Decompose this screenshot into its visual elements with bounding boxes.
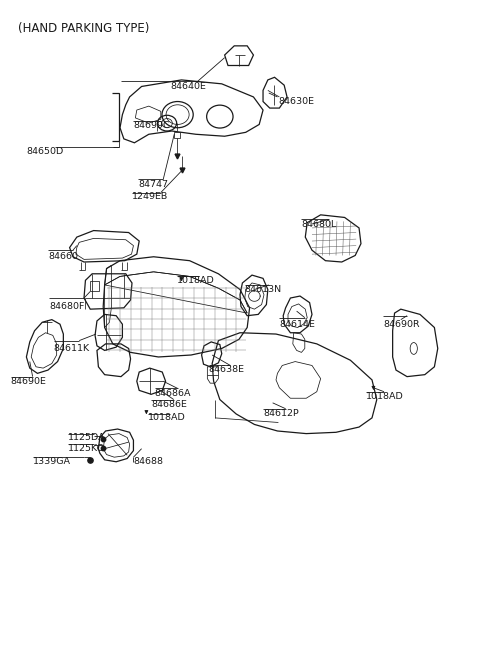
Text: 84611K: 84611K xyxy=(54,344,90,353)
Text: 1249EB: 1249EB xyxy=(132,192,168,201)
Text: 1018AD: 1018AD xyxy=(366,392,404,401)
Text: 84660: 84660 xyxy=(48,252,78,261)
Text: 1018AD: 1018AD xyxy=(177,276,215,285)
Text: (HAND PARKING TYPE): (HAND PARKING TYPE) xyxy=(18,22,150,35)
Text: 84680F: 84680F xyxy=(49,302,84,311)
Text: 84612P: 84612P xyxy=(263,409,299,419)
Bar xyxy=(90,281,99,291)
Text: 84613N: 84613N xyxy=(245,285,282,294)
Text: 84680L: 84680L xyxy=(301,219,336,229)
Text: 1339GA: 1339GA xyxy=(33,457,71,466)
Text: 84614E: 84614E xyxy=(279,320,315,329)
Text: 84690R: 84690R xyxy=(383,320,420,329)
Text: 1125KC: 1125KC xyxy=(68,443,105,453)
Bar xyxy=(174,132,180,138)
Text: 84747: 84747 xyxy=(138,180,168,189)
Text: 84630E: 84630E xyxy=(278,97,314,106)
Text: 84650D: 84650D xyxy=(26,147,64,157)
Text: 1125DA: 1125DA xyxy=(68,433,106,442)
Text: 84688: 84688 xyxy=(133,457,163,466)
Text: 84690E: 84690E xyxy=(11,377,47,386)
Text: 84686E: 84686E xyxy=(151,400,187,409)
Text: 84638E: 84638E xyxy=(209,365,245,374)
Text: 84640E: 84640E xyxy=(170,82,206,91)
Text: 1018AD: 1018AD xyxy=(148,413,186,422)
Text: 84699C: 84699C xyxy=(133,121,170,130)
Text: 84686A: 84686A xyxy=(155,388,191,398)
